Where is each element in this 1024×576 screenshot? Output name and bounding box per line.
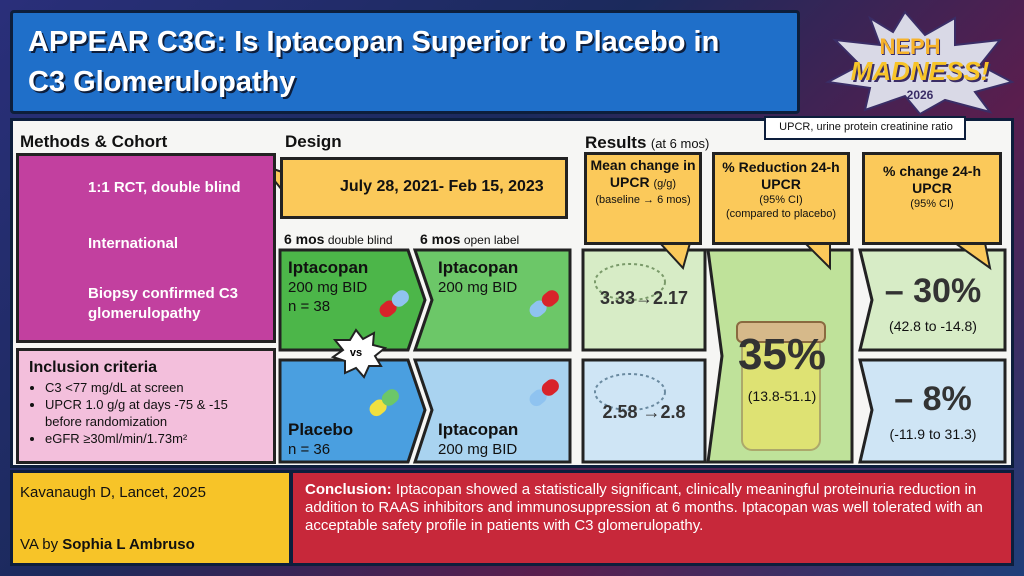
result-value: – 30% [884, 272, 982, 310]
logo-line1: NEPH [879, 34, 941, 59]
callout-title: % change 24-h UPCR [882, 163, 982, 196]
result-range: (42.8 to -14.8) [889, 318, 977, 334]
result-value: 3.33→2.17 [599, 288, 689, 308]
callout-title-text: Mean change in UPCR [590, 157, 696, 190]
author-prefix: VA by [20, 536, 59, 553]
section-heading: Results [585, 133, 647, 152]
conclusion: Iptacopan showed a statistically signifi… [305, 481, 983, 534]
arm: Iptacopan 200 mg BID [438, 258, 518, 297]
phase-duration: 6 mos [284, 231, 325, 247]
arm-dose: 200 mg BID [438, 441, 518, 458]
conclusion-box: Conclusion: Iptacopan showed a statistic… [290, 470, 1014, 566]
callout-title: Mean change in UPCR (g/g) [590, 157, 696, 193]
logo-line2: MADNESS! [850, 56, 990, 86]
conclusion-label: Conclusion: [305, 481, 392, 498]
arm-dose: 200 mg BID [288, 279, 368, 296]
study-dates: July 28, 2021- Feb 15, 2023 [340, 178, 544, 195]
versus: vs [349, 347, 363, 359]
arm: Iptacopan 200 mg BID [438, 420, 518, 459]
arm-n: n = 38 [288, 298, 331, 315]
callout-note: (95% CI) [910, 198, 954, 210]
arm-name: Iptacopan [438, 258, 519, 277]
result-value: – 8% [894, 380, 972, 418]
callout: % change 24-h UPCR (95% CI) [862, 152, 1002, 245]
result-range: (-11.9 to 31.3) [889, 426, 977, 442]
abbreviation: UPCR, urine protein creatinine ratio [779, 121, 953, 133]
phase-label: 6 mos open label [420, 231, 519, 247]
inclusion-heading: Inclusion criteria [29, 359, 158, 376]
inclusion-list: C3 <77 mg/dL at screen UPCR 1.0 g/g at d… [29, 379, 263, 447]
arm-name: Iptacopan [288, 258, 369, 277]
arm-name: Placebo [288, 420, 354, 439]
phase-type: open label [463, 233, 520, 247]
result-value: 2.58 →2.8 [602, 402, 686, 422]
phase-type: double blind [327, 233, 393, 247]
callout-note: (baseline → 6 mos) [595, 194, 691, 206]
section-heading: Design [285, 132, 342, 151]
callout-note: (compared to placebo) [725, 208, 837, 220]
arm-dose: 200 mg BID [438, 279, 518, 296]
arm: Iptacopan 200 mg BID n = 38 [288, 258, 368, 316]
arm: Placebo n = 36 [288, 420, 353, 459]
callout-title: % Reduction 24-h UPCR [722, 159, 840, 192]
inclusion-item: UPCR 1.0 g/g at days -75 & -15 before ra… [45, 396, 263, 430]
result-value: 35% [737, 330, 827, 379]
phase-label: 6 mos double blind [284, 231, 393, 247]
header-band [10, 10, 800, 114]
date-box [280, 157, 568, 219]
arm-n: n = 36 [288, 441, 331, 458]
arm-name: Iptacopan [438, 420, 519, 439]
phase-duration: 6 mos [420, 231, 461, 247]
citation: Kavanaugh D, Lancet, 2025 [20, 484, 206, 501]
methods-box [16, 153, 276, 343]
title: APPEAR C3G: Is Iptacopan Superior to Pla… [28, 26, 720, 98]
method-item: International [88, 235, 179, 252]
inclusion-item: C3 <77 mg/dL at screen [45, 379, 263, 396]
author: Sophia L Ambruso [62, 536, 195, 553]
callout-note: (95% CI) [759, 194, 803, 206]
logo-year: 2026 [906, 88, 934, 102]
author-line: VA by Sophia L Ambruso [20, 536, 195, 553]
section-heading: Methods & Cohort [20, 132, 168, 151]
method-item: Biopsy confirmed C3 glomerulopathy [88, 285, 239, 322]
result-range: (13.8-51.1) [747, 388, 817, 404]
inclusion-item: eGFR ≥30ml/min/1.73m² [45, 430, 263, 447]
method-item: 1:1 RCT, double blind [88, 179, 241, 196]
callout: % Reduction 24-h UPCR (95% CI) (compared… [712, 152, 850, 245]
citation-box [10, 470, 292, 566]
callout: Mean change in UPCR (g/g) (baseline → 6 … [584, 152, 702, 245]
results-heading: Results (at 6 mos) [585, 133, 709, 153]
section-subheading: (at 6 mos) [650, 136, 710, 151]
inclusion-box: Inclusion criteria C3 <77 mg/dL at scree… [16, 348, 276, 464]
callout-unit: (g/g) [653, 178, 677, 190]
